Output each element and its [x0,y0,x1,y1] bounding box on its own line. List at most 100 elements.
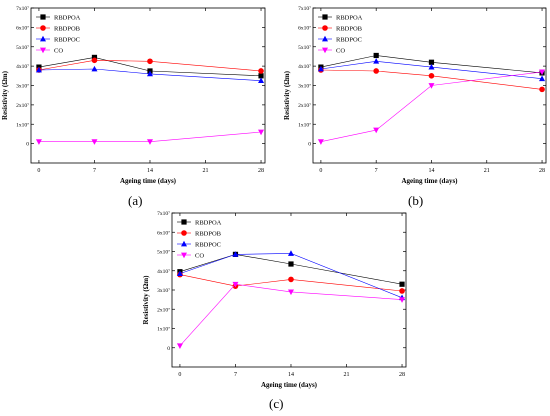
data-point-rbdpoc [287,250,294,256]
series-line-rbdpoa [38,57,262,77]
legend-label-rbdpoc: RBDPOC [195,241,221,248]
data-point-rbdpoc [35,66,42,73]
legend-label-rbdpob: RBDPOB [195,230,222,237]
legend-marker-rbdpoc [181,240,187,247]
legend-marker-rbdpoa [322,14,328,20]
x-tick-label: 14 [428,168,434,174]
data-point-co [91,139,98,145]
y-tick-label: 6x10⁷ [16,25,29,31]
data-point-co [317,139,324,145]
x-tick-label: 14 [147,168,153,174]
x-tick-label: 7 [93,168,96,174]
series-line-rbdpoc [179,253,403,298]
data-point-rbdpoa [258,73,264,79]
x-axis-label: Ageing time (days) [402,177,459,185]
series-line-rbdpoc [320,60,543,79]
y-tick-label: 0 [308,142,311,148]
data-point-rbdpoc [232,251,239,257]
y-tick-label: 1x10⁷ [157,327,170,333]
y-axis-label: Resistivity (Ωm) [1,70,9,120]
y-tick-label: 2x10⁷ [16,103,29,109]
data-point-rbdpoa [288,261,294,267]
x-tick-label: 14 [288,372,294,378]
chart-panel-1: 0 1x10⁷ 2x10⁷ 3x10⁷ 4x10⁷ 5x10⁷ 6x10⁷ 7x10⁷ 0 7 14… [283,6,547,185]
x-tick-label: 7 [234,372,237,378]
y-axis-label: Resistivity (Ωm) [142,275,150,325]
data-point-co [373,127,380,134]
legend-marker-co [40,47,46,54]
y-tick-label: 1x10⁷ [16,122,29,128]
x-axis-label: Ageing time (days) [120,177,177,185]
x-tick-label: 28 [258,168,264,174]
series-line-co [38,131,262,142]
data-point-rbdpoa [428,59,435,65]
legend: RBDPOA RBDPOB RBDPOC CO [318,14,363,54]
data-point-co [35,139,42,145]
legend-marker-co [181,252,187,259]
data-point-co [232,281,239,288]
data-point-rbdpob [373,68,379,74]
legend-marker-rbdpob [40,25,46,31]
legend: RBDPOA RBDPOB RBDPOC CO [36,14,81,54]
data-point-rbdpoa [373,52,379,59]
y-tick-label: 7x10⁷ [16,6,29,12]
chart-panel-2: 0 1x10⁷ 2x10⁷ 3x10⁷ 4x10⁷ 5x10⁷ 6x10⁷ 7x10⁷ 0 7 14… [142,211,407,389]
x-tick-label: 0 [178,372,181,378]
panel-label-b: (b) [408,193,424,208]
legend-label-rbdpoa: RBDPOA [195,219,222,226]
y-axis-label: Resistivity (Ωm) [283,70,291,120]
x-tick-label: 28 [539,168,545,174]
series-line-rbdpoc [38,68,262,81]
legend-marker-rbdpoa [40,14,46,20]
data-point-co [258,129,265,136]
y-tick-label: 2x10⁷ [157,307,170,313]
data-point-rbdpoc [539,75,546,82]
data-point-co [399,297,406,303]
y-tick-label: 5x10⁷ [298,45,311,51]
data-point-co [176,343,183,350]
data-point-rbdpob [288,276,294,283]
y-tick-label: 6x10⁷ [157,230,170,236]
y-tick-label: 3x10⁷ [157,288,170,294]
x-tick-label: 0 [37,168,40,174]
series-line-rbdpob [320,69,543,90]
x-tick-label: 7 [375,168,378,174]
series-line-co [179,283,403,347]
data-point-rbdpoc [258,77,265,84]
legend-marker-co [322,47,328,54]
data-point-co [428,83,435,89]
y-tick-label: 5x10⁷ [157,250,170,256]
y-tick-label: 0 [26,142,29,148]
y-tick-label: 0 [167,346,170,352]
legend-label-rbdpoa: RBDPOA [336,14,363,21]
panel-label-c: (c) [269,396,284,411]
x-tick-label: 21 [203,168,209,174]
y-tick-label: 1x10⁷ [298,122,311,128]
data-point-co [287,289,294,296]
legend-label-rbdpoc: RBDPOC [336,36,362,43]
data-point-rbdpoc [91,65,98,72]
legend-marker-rbdpob [181,230,187,236]
series-line-rbdpoa [320,55,543,74]
y-tick-label: 7x10⁷ [157,211,170,217]
x-tick-label: 28 [399,372,405,378]
data-point-rbdpoc [428,63,435,70]
data-point-co [146,139,153,145]
series-line-co [320,71,543,142]
legend-label-rbdpoa: RBDPOA [54,14,81,21]
x-tick-label: 21 [484,168,490,174]
data-point-rbdpob [428,73,435,79]
y-tick-label: 7x10⁷ [298,6,311,12]
legend-label-co: CO [336,47,345,54]
data-point-rbdpob [399,288,405,294]
data-point-rbdpoc [176,270,183,277]
data-point-rbdpoc [317,65,324,72]
x-axis-label: Ageing time (days) [261,381,318,389]
y-tick-label: 3x10⁷ [16,84,29,90]
data-point-rbdpob [539,86,545,93]
x-tick-label: 0 [319,168,322,174]
y-tick-label: 2x10⁷ [298,103,311,109]
y-tick-label: 3x10⁷ [298,84,311,90]
legend-label-rbdpoc: RBDPOC [54,36,80,43]
